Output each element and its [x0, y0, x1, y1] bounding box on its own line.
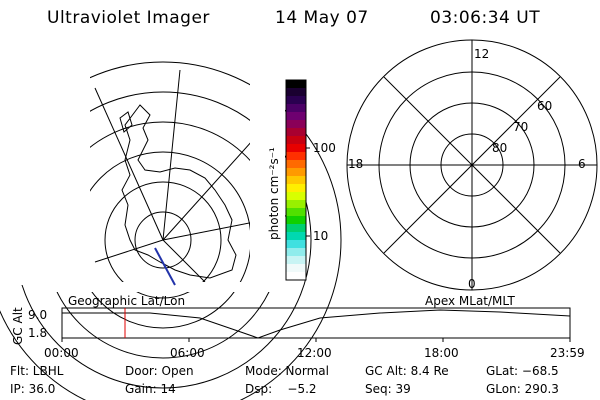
- polar-label-18: 18: [348, 157, 363, 171]
- timeline-axis-label: GC Alt: [11, 307, 25, 345]
- colorbar-segment: [286, 200, 306, 209]
- colorbar-tick-100: 100: [313, 141, 336, 155]
- colorbar-segment: [286, 224, 306, 233]
- colorbar-segment: [286, 136, 306, 145]
- colorbar-segment: [286, 96, 306, 105]
- x-tick-0: 00:00: [44, 346, 79, 360]
- instrument-title: Ultraviolet Imager: [47, 8, 210, 28]
- colorbar-segment: [286, 168, 306, 177]
- status-gain: Gain: 14: [125, 382, 176, 396]
- colorbar-segment: [286, 120, 306, 129]
- polar-label-60: 60: [537, 99, 552, 113]
- timeline-right-title: Apex MLat/MLT: [425, 294, 515, 308]
- status-glon: GLon: 290.3: [486, 382, 559, 396]
- colorbar-segment: [286, 144, 306, 153]
- timeline-left-title: Geographic Lat/Lon: [68, 294, 186, 308]
- status-seq: Seq: 39: [365, 382, 411, 396]
- polar-plot: [346, 39, 598, 291]
- x-tick-1: 06:00: [170, 346, 205, 360]
- colorbar-unit: photon cm⁻²s⁻¹: [267, 147, 281, 240]
- colorbar-segment: [286, 112, 306, 121]
- geographic-map: [0, 61, 342, 400]
- colorbar-segment: [286, 80, 306, 89]
- polar-label-0: 0: [468, 277, 476, 291]
- colorbar-segment: [286, 208, 306, 217]
- colorbar-tick-10: 10: [313, 229, 328, 243]
- colorbar-segment: [286, 104, 306, 113]
- colorbar-segment: [286, 176, 306, 185]
- status-glat: GLat: −68.5: [486, 364, 559, 378]
- x-tick-3: 18:00: [424, 346, 459, 360]
- status-dsp: Dsp: −5.2: [245, 382, 317, 396]
- colorbar-segment: [286, 264, 306, 273]
- colorbar-segment: [286, 232, 306, 241]
- colorbar-segment: [286, 216, 306, 225]
- polar-label-12: 12: [474, 47, 489, 61]
- colorbar-segment: [286, 248, 306, 257]
- colorbar-segment: [286, 128, 306, 137]
- status-flt: Flt: LBHL: [10, 364, 64, 378]
- colorbar-segment: [286, 88, 306, 97]
- colorbar-segment: [286, 160, 306, 169]
- x-tick-2: 12:00: [297, 346, 332, 360]
- x-tick-4: 23:59: [550, 346, 585, 360]
- polar-label-6: 6: [578, 157, 586, 171]
- colorbar-segment: [286, 192, 306, 201]
- colorbar-segment: [286, 240, 306, 249]
- status-door: Door: Open: [125, 364, 194, 378]
- status-mode: Mode: Normal: [245, 364, 329, 378]
- status-ip: IP: 36.0: [10, 382, 56, 396]
- polar-label-70: 70: [513, 120, 528, 134]
- y-tick-top: 9.0: [28, 308, 48, 322]
- altitude-curve: [62, 309, 571, 339]
- status-gc-alt: GC Alt: 8.4 Re: [365, 364, 449, 378]
- track-line: [154, 247, 176, 286]
- date-label: 14 May 07: [275, 8, 369, 28]
- colorbar-segment: [286, 184, 306, 193]
- polar-label-80: 80: [492, 141, 507, 155]
- time-label: 03:06:34 UT: [430, 8, 541, 28]
- y-tick-bottom: 1.8: [28, 326, 48, 340]
- colorbar-segment: [286, 152, 306, 161]
- color-bar: [286, 80, 306, 281]
- colorbar-segment: [286, 256, 306, 265]
- colorbar-segment: [286, 272, 306, 281]
